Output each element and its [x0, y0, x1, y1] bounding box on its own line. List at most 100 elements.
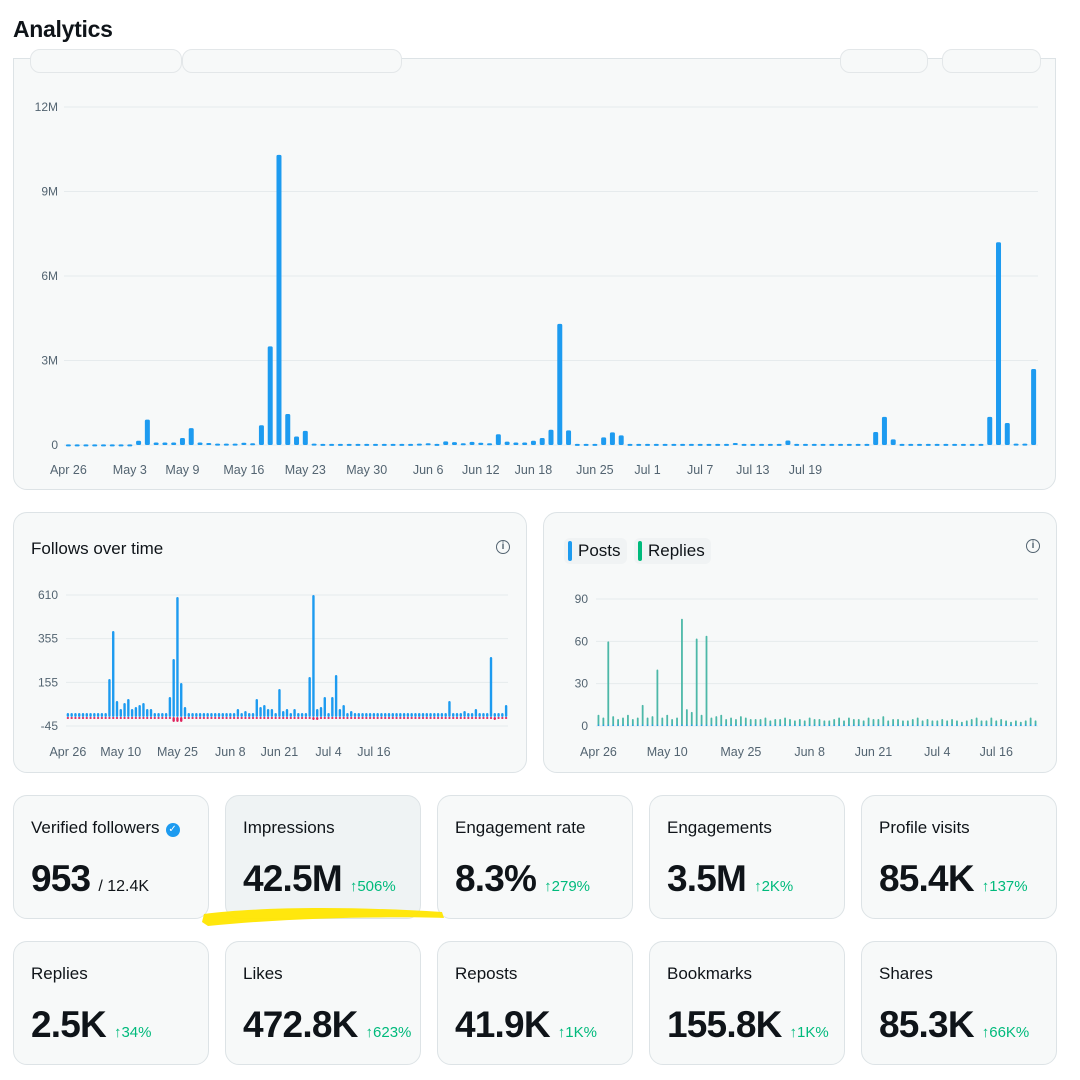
posts-bar — [931, 724, 934, 726]
posts-bar — [921, 724, 924, 726]
metric-card-profile-visits[interactable]: Profile visits 85.4K ↑137% — [861, 795, 1057, 919]
follows-bar — [183, 707, 187, 717]
follows-bar — [176, 597, 179, 717]
follows-bar — [406, 713, 410, 717]
posts-bar — [764, 724, 767, 726]
legend-posts[interactable]: Posts — [564, 538, 627, 564]
legend-replies[interactable]: Replies — [634, 538, 711, 564]
follows-bar — [259, 707, 262, 717]
unfollows-bar — [232, 717, 236, 719]
follows-chart-title: Follows over time — [31, 539, 164, 558]
posts-bar — [646, 724, 649, 726]
info-icon[interactable]: i — [496, 540, 510, 554]
metric-card-impressions[interactable]: Impressions 42.5M ↑506% — [225, 795, 421, 919]
follows-bar — [399, 713, 402, 717]
impressions-chart-card: 12M 9M 6M 3M 0 Apr 26 May 3 May 9 May 16 May 23 Ma… — [13, 49, 1056, 490]
unfollows-bar — [210, 717, 213, 719]
export-button[interactable] — [942, 49, 1041, 73]
x-tick-label: Jul 1 — [634, 463, 660, 477]
replies-bar — [612, 716, 615, 726]
replies-bar — [651, 716, 654, 726]
unfollows-bar — [489, 717, 493, 719]
unfollows-bar — [81, 717, 85, 719]
posts-bar — [607, 724, 610, 726]
metric-selector[interactable] — [182, 49, 402, 73]
impressions-bar — [609, 432, 615, 445]
unfollows-bar — [229, 717, 232, 719]
replies-bar — [838, 717, 840, 726]
posts-bar — [1000, 724, 1003, 726]
impressions-bar — [434, 443, 440, 446]
info-icon[interactable]: i — [1026, 539, 1040, 553]
metric-card-shares[interactable]: Shares 85.3K ↑66K% — [861, 941, 1057, 1065]
posts-bar — [941, 724, 944, 726]
follows-bar — [244, 711, 247, 717]
follows-bar — [180, 683, 183, 717]
replies-bar — [828, 720, 831, 726]
impressions-bar — [179, 437, 185, 445]
metric-label: Profile visits — [879, 818, 970, 837]
metric-card-likes[interactable]: Likes 472.8K ↑623% — [225, 941, 421, 1065]
follows-bar — [304, 713, 308, 717]
metric-card-reposts[interactable]: Reposts 41.9K ↑1K% — [437, 941, 633, 1065]
metric-card-engagement-rate[interactable]: Engagement rate 8.3% ↑279% — [437, 795, 633, 919]
posts-bar — [951, 724, 953, 726]
replies-bar — [857, 718, 860, 726]
posts-bar — [808, 724, 811, 726]
metric-card-engagements[interactable]: Engagements 3.5M ↑2K% — [649, 795, 845, 919]
impressions-bar — [820, 443, 826, 446]
follows-bar — [168, 697, 172, 717]
posts-bar — [656, 724, 659, 726]
unfollows-bar — [187, 717, 190, 719]
impressions-bar — [566, 430, 572, 445]
unfollows-bar — [455, 717, 459, 719]
follows-bar — [112, 631, 115, 717]
impressions-bar — [829, 443, 835, 446]
unfollows-bar — [402, 717, 406, 719]
replies-bar — [823, 720, 826, 726]
impressions-bar — [487, 443, 493, 446]
range-selector[interactable] — [30, 49, 182, 73]
replies-bar — [636, 717, 639, 726]
posts-bar — [857, 724, 860, 726]
impressions-bar — [346, 443, 352, 446]
toggle-button[interactable] — [840, 49, 928, 73]
impressions-bar — [258, 425, 264, 445]
x-tick-label: May 9 — [165, 463, 199, 477]
replies-bar — [641, 704, 644, 726]
unfollows-bar — [74, 717, 77, 719]
impressions-bar — [811, 443, 817, 446]
posts-bar — [705, 724, 708, 726]
unfollows-bar — [300, 717, 304, 719]
follows-bar — [274, 713, 277, 717]
impressions-bar — [864, 443, 870, 446]
replies-bar — [897, 718, 899, 726]
unfollows-bar — [380, 717, 383, 719]
unfollows-bar — [448, 717, 451, 719]
replies-bar — [906, 720, 909, 726]
x-tick-label: Jun 8 — [794, 745, 825, 759]
unfollows-bar — [168, 717, 172, 719]
replies-bar — [862, 720, 865, 726]
unfollows-bar — [198, 717, 202, 719]
metric-card-bookmarks[interactable]: Bookmarks 155.8K ↑1K% — [649, 941, 845, 1065]
posts-bar — [823, 724, 826, 726]
posts-replies-chart: 90 60 30 0 Apr 26 May 10 May 25 Jun 8 Jun 21 Jul … — [575, 592, 1038, 759]
follows-bar — [285, 709, 289, 717]
x-tick-label: May 10 — [647, 745, 688, 759]
metric-card-verified-followers[interactable]: Verified followers ✓ 953 / 12.4K — [13, 795, 209, 919]
follows-bar — [240, 713, 243, 717]
follows-bar — [402, 713, 406, 717]
metric-change: ↑1K% — [789, 1024, 829, 1041]
posts-bar — [676, 724, 678, 726]
unfollows-bar — [115, 717, 119, 719]
unfollows-bar — [172, 717, 175, 722]
unfollows-bar — [289, 717, 292, 719]
follows-bar — [78, 713, 81, 717]
unfollows-bar — [316, 717, 319, 720]
unfollows-bar — [395, 717, 398, 719]
posts-bar — [666, 724, 669, 726]
metric-card-replies[interactable]: Replies 2.5K ↑34% — [13, 941, 209, 1065]
impressions-bar — [653, 443, 659, 446]
follows-bar — [119, 709, 122, 717]
